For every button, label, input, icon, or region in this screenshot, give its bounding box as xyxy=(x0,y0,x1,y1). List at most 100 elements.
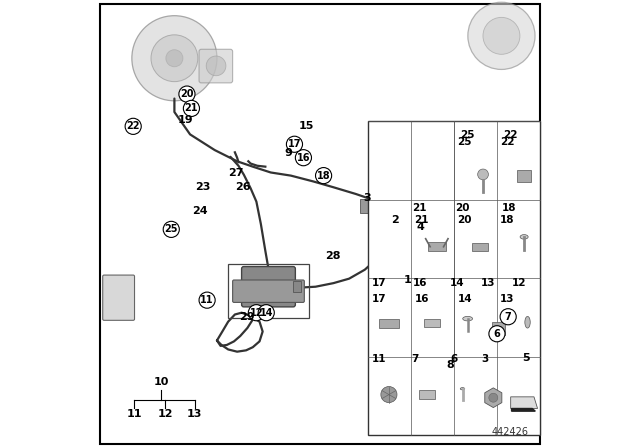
Text: 13: 13 xyxy=(500,294,515,304)
Circle shape xyxy=(489,326,505,342)
Circle shape xyxy=(468,2,535,69)
Text: 25: 25 xyxy=(460,130,475,140)
Text: 2: 2 xyxy=(392,215,399,224)
Text: 16: 16 xyxy=(412,278,427,288)
Text: 4: 4 xyxy=(417,222,425,232)
Text: 12: 12 xyxy=(250,308,263,318)
Text: 21: 21 xyxy=(412,203,427,213)
Circle shape xyxy=(166,50,183,67)
FancyBboxPatch shape xyxy=(233,280,305,302)
Text: 8: 8 xyxy=(446,360,454,370)
Text: 1: 1 xyxy=(403,275,412,285)
Circle shape xyxy=(179,86,195,102)
Circle shape xyxy=(477,169,488,180)
Text: 11: 11 xyxy=(200,295,214,305)
Circle shape xyxy=(163,221,179,237)
Circle shape xyxy=(125,118,141,134)
Circle shape xyxy=(369,132,517,280)
Text: 13: 13 xyxy=(187,409,202,419)
Text: 27: 27 xyxy=(228,168,244,178)
Text: 12: 12 xyxy=(512,278,526,288)
Text: 14: 14 xyxy=(259,308,273,318)
Ellipse shape xyxy=(520,235,528,239)
Circle shape xyxy=(381,387,397,403)
Text: 13: 13 xyxy=(481,278,495,288)
Polygon shape xyxy=(511,397,538,409)
Polygon shape xyxy=(511,409,535,411)
Circle shape xyxy=(258,305,275,321)
FancyBboxPatch shape xyxy=(376,181,404,194)
Polygon shape xyxy=(484,388,502,408)
FancyBboxPatch shape xyxy=(199,49,233,83)
Ellipse shape xyxy=(463,316,472,321)
Text: 11: 11 xyxy=(126,409,142,419)
Ellipse shape xyxy=(525,316,530,328)
Bar xyxy=(424,319,440,327)
Circle shape xyxy=(151,35,198,82)
Text: 25: 25 xyxy=(164,224,178,234)
Text: 442426: 442426 xyxy=(492,427,529,437)
Bar xyxy=(428,242,446,251)
FancyBboxPatch shape xyxy=(103,275,134,320)
Text: 18: 18 xyxy=(500,215,515,225)
Text: 26: 26 xyxy=(235,182,251,192)
Text: 25: 25 xyxy=(458,137,472,146)
Text: 10: 10 xyxy=(153,377,169,387)
Text: 7: 7 xyxy=(505,312,511,322)
Text: 14: 14 xyxy=(458,294,472,304)
Circle shape xyxy=(489,393,498,402)
Text: 5: 5 xyxy=(522,353,530,363)
Text: 20: 20 xyxy=(455,203,470,213)
Circle shape xyxy=(184,100,200,116)
Bar xyxy=(419,390,435,399)
Circle shape xyxy=(399,162,488,250)
Text: 24: 24 xyxy=(193,207,208,216)
Circle shape xyxy=(430,193,456,220)
Text: 15: 15 xyxy=(299,121,314,131)
Circle shape xyxy=(483,17,520,54)
Text: 16: 16 xyxy=(415,294,429,304)
Circle shape xyxy=(199,292,215,308)
Text: 22: 22 xyxy=(500,137,515,146)
Bar xyxy=(492,322,505,335)
Bar xyxy=(293,281,301,292)
Text: 20: 20 xyxy=(180,89,194,99)
Ellipse shape xyxy=(460,388,465,390)
Text: 19: 19 xyxy=(178,115,193,125)
FancyBboxPatch shape xyxy=(242,267,296,307)
Bar xyxy=(517,170,531,181)
Circle shape xyxy=(287,136,303,152)
Text: 29: 29 xyxy=(239,312,255,322)
Text: 11: 11 xyxy=(371,353,386,364)
FancyBboxPatch shape xyxy=(372,190,407,222)
Circle shape xyxy=(316,168,332,184)
Text: 9: 9 xyxy=(285,148,292,158)
Text: 16: 16 xyxy=(297,153,310,163)
Text: 18: 18 xyxy=(317,171,330,181)
Text: 21: 21 xyxy=(185,103,198,113)
Text: 3: 3 xyxy=(481,353,488,364)
Text: 14: 14 xyxy=(450,278,465,288)
Text: 17: 17 xyxy=(288,139,301,149)
Text: 6: 6 xyxy=(493,329,500,339)
Text: 23: 23 xyxy=(195,182,211,192)
Bar xyxy=(360,199,369,213)
Text: 7: 7 xyxy=(411,353,419,364)
Text: 18: 18 xyxy=(502,203,516,213)
Circle shape xyxy=(500,309,516,325)
Bar xyxy=(369,121,540,435)
Text: 22: 22 xyxy=(503,130,518,140)
Bar xyxy=(228,264,309,318)
Text: 28: 28 xyxy=(324,251,340,261)
Text: 17: 17 xyxy=(371,278,386,288)
Bar xyxy=(379,319,399,327)
Text: 6: 6 xyxy=(451,353,458,364)
Bar xyxy=(472,243,488,251)
Text: 17: 17 xyxy=(372,294,387,304)
Text: 12: 12 xyxy=(157,409,173,419)
Circle shape xyxy=(296,150,312,166)
Text: 21: 21 xyxy=(415,215,429,225)
Circle shape xyxy=(132,16,217,101)
Circle shape xyxy=(248,305,264,321)
Text: 22: 22 xyxy=(127,121,140,131)
